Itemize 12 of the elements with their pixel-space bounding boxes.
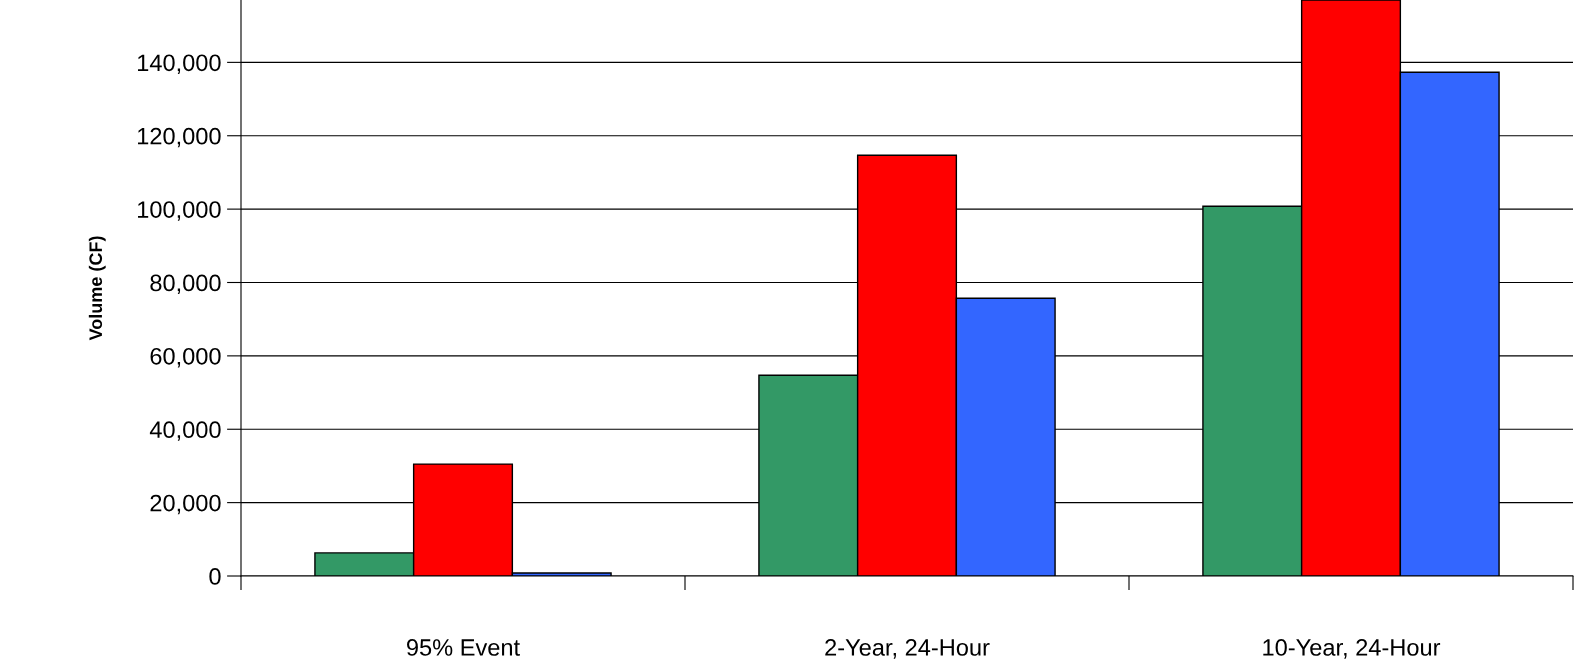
y-tick-label: 80,000 xyxy=(150,274,221,295)
y-tick-label: 40,000 xyxy=(149,421,221,441)
y-axis-title: Volume (CF) xyxy=(88,236,106,341)
y-tick-label: 100,000 xyxy=(138,201,221,221)
y-tick-label: 60,000 xyxy=(150,347,221,368)
y-tick-label: 120,000 xyxy=(138,127,221,148)
y-tick-label: 20,000 xyxy=(150,494,221,515)
x-tick-label: 2-Year, 24-Hour xyxy=(825,639,990,659)
x-tick-label: 10-Year, 24-Hour xyxy=(1263,639,1441,659)
y-tick-label: 0 xyxy=(209,568,221,585)
x-tick-label: 95% Event xyxy=(407,639,520,656)
y-tick-label: 140,000 xyxy=(138,54,221,74)
